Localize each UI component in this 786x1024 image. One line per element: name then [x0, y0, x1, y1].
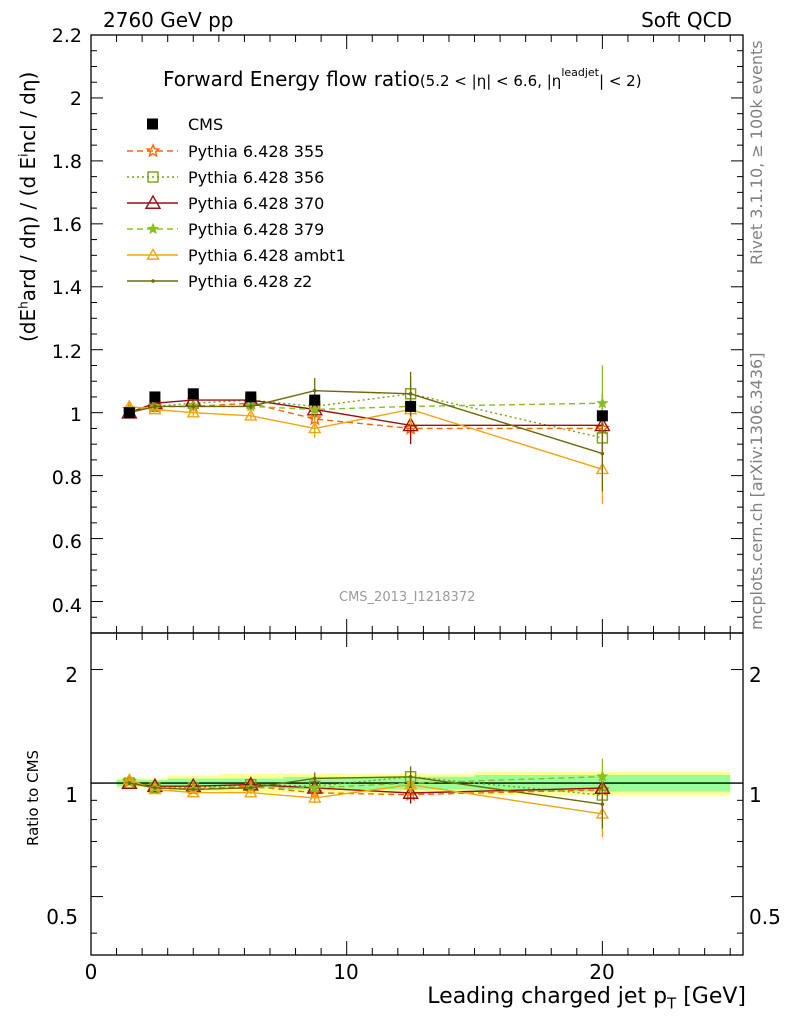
ratio-marker [191, 787, 196, 792]
main-y-tick: 1.8 [51, 151, 82, 173]
legend-label-ambt1: Pythia 6.428 ambt1 [188, 246, 346, 265]
ratio-marker [402, 784, 419, 799]
main-y-tick: 0.4 [51, 595, 82, 617]
plot-title-sup: leadjet [561, 66, 599, 79]
ratio-marker [312, 776, 317, 781]
main-y-tick: 2.2 [51, 25, 82, 47]
legend-marker [145, 143, 161, 158]
ratio-marker [308, 790, 322, 803]
ylabel-part1: (dE [16, 308, 40, 342]
xlabel-part2: [GeV] [676, 984, 746, 1009]
ratio-marker [403, 777, 418, 790]
main-y-tick: 0.6 [51, 531, 82, 553]
series-marker [249, 404, 253, 409]
ratio-plot-series [121, 758, 611, 838]
data-point [309, 394, 321, 406]
x-tick: 20 [589, 960, 615, 984]
plot-title-cond: (5.2 < |η| < 6.6, |η [419, 72, 562, 90]
x-tick: 10 [333, 960, 359, 984]
mcplots-label: mcplots.cern.ch [arXiv:1306.3436] [747, 352, 766, 630]
data-point [596, 410, 608, 422]
series-marker [308, 403, 321, 415]
main-y-tick: 1.2 [51, 341, 82, 363]
legend-marker [146, 222, 160, 235]
x-axis-label: Leading charged jet pT [GeV] [427, 984, 746, 1012]
ratio-y-tick-right: 0.5 [749, 905, 781, 929]
legend-marker [147, 171, 159, 183]
ratio-marker [148, 782, 162, 795]
legend-markers [127, 118, 178, 283]
series-marker [244, 408, 258, 421]
ratio-marker [249, 786, 253, 790]
ratio-marker [244, 785, 258, 798]
xlabel-part1: Leading charged jet p [427, 984, 668, 1009]
process-label: Soft QCD [641, 8, 732, 32]
ratio-y-tick-right: 2 [749, 663, 762, 687]
data-point [405, 400, 417, 412]
data-point [149, 391, 161, 403]
main-y-axis-label: (dEhard / dη) / (d Eincl / dη) [16, 72, 40, 342]
ratio-y-tick: 0.5 [46, 905, 78, 929]
series-marker [191, 404, 196, 409]
main-y-tick: 1.4 [51, 277, 82, 299]
rivet-label: Rivet 3.1.10, ≥ 100k events [747, 40, 766, 265]
ratio-marker [146, 777, 164, 793]
main-plot-series [121, 365, 611, 504]
ylabel-sup: h [16, 301, 31, 309]
ratio-marker [596, 770, 609, 782]
ratio-marker [153, 786, 157, 790]
ratio-frame [90, 632, 744, 956]
series-marker [596, 396, 609, 409]
series-marker [186, 405, 200, 418]
series-marker [308, 421, 322, 434]
series-marker [312, 388, 317, 393]
series-marker [153, 404, 157, 409]
series-marker [402, 416, 419, 432]
plot-frames [90, 34, 744, 956]
plot-title-cond-end: | < 2) [599, 72, 642, 90]
legend-label-370: Pythia 6.428 370 [188, 194, 325, 213]
main-y-tick: 0.8 [51, 467, 82, 489]
legend-marker [151, 279, 155, 283]
legend-label-379: Pythia 6.428 379 [188, 220, 325, 239]
ratio-marker [408, 774, 413, 779]
analysis-watermark: CMS_2013_I1218372 [339, 590, 476, 605]
series-marker [600, 451, 605, 456]
legend-marker-cms [147, 118, 158, 130]
plot-title-main: Forward Energy flow ratio [163, 67, 420, 91]
ratio-y-tick: 1 [65, 783, 78, 807]
plot-title: Forward Energy flow ratio(5.2 < |η| < 6.… [163, 66, 642, 91]
main-y-tick: 2 [69, 88, 82, 110]
data-point [245, 391, 257, 403]
ratio-marker [600, 802, 605, 807]
ratio-marker [186, 785, 200, 798]
series-line [129, 405, 603, 470]
legend-label-z2: Pythia 6.428 z2 [188, 272, 313, 291]
legend-marker [146, 248, 160, 260]
ratio-marker [308, 781, 321, 793]
series-marker [148, 402, 162, 415]
legend-label-355: Pythia 6.428 355 [188, 142, 325, 161]
xlabel-sub: T [667, 994, 677, 1013]
energy-label: 2760 GeV pp [103, 8, 234, 32]
data-point [187, 388, 199, 400]
legend-label-356: Pythia 6.428 356 [188, 168, 325, 187]
ratio-y-tick-right: 1 [749, 783, 762, 807]
x-tick: 0 [84, 960, 98, 984]
ylabel-part3: ncl / dη) [16, 71, 40, 154]
legend-marker [144, 194, 162, 209]
legend-label-cms: CMS [188, 115, 224, 134]
ratio-y-tick: 2 [65, 663, 78, 687]
series-marker [408, 392, 413, 396]
main-y-tick: 1 [69, 404, 82, 426]
data-point [123, 407, 135, 419]
ratio-marker [127, 781, 132, 785]
main-y-tick: 1.6 [51, 214, 82, 236]
